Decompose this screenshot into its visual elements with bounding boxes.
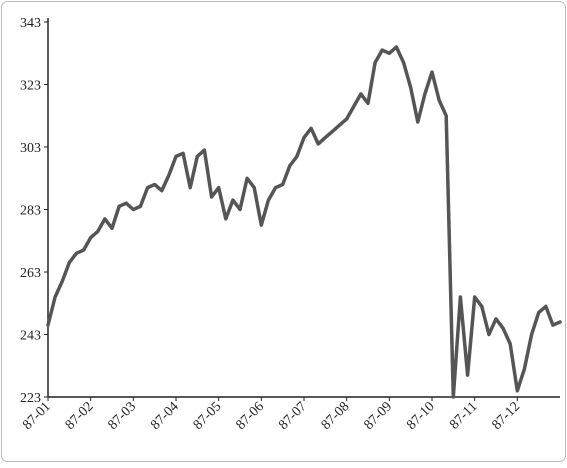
y-tick-label: 343 xyxy=(20,16,41,31)
y-tick-label: 283 xyxy=(20,204,41,219)
data-line xyxy=(46,45,562,399)
y-tick-label: 303 xyxy=(20,141,41,156)
y-tick-label: 243 xyxy=(20,329,41,344)
y-tick-label: 263 xyxy=(20,266,41,281)
y-tick-label: 223 xyxy=(20,391,41,406)
y-tick-label: 323 xyxy=(20,79,41,94)
